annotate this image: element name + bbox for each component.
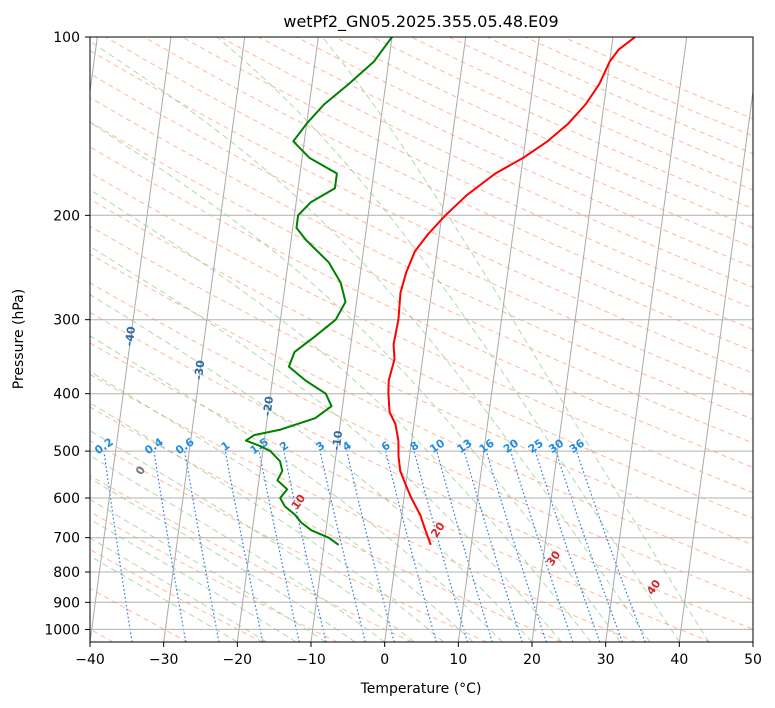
moist-adiabat-line xyxy=(90,455,385,642)
x-tick-label: 50 xyxy=(744,652,762,668)
mixing-ratio-line xyxy=(385,450,437,642)
mixing-ratio-line xyxy=(224,450,264,642)
y-tick-label: 900 xyxy=(53,595,80,611)
dry-adiabat-line xyxy=(448,37,753,173)
x-tick-label: 0 xyxy=(380,652,389,668)
mixing-ratio-line xyxy=(319,450,366,642)
dry-adiabat-line xyxy=(90,373,637,642)
x-tick-label: 30 xyxy=(597,652,615,668)
dry-adiabat-line xyxy=(90,49,753,374)
y-tick-label: 200 xyxy=(53,208,80,224)
mixing-ratio-line xyxy=(436,450,493,642)
x-tick-label: −20 xyxy=(223,652,253,668)
moist-adiabat-line xyxy=(90,121,621,642)
x-tick-label: 10 xyxy=(449,652,467,668)
mixing-ratio-line xyxy=(463,450,523,642)
isotherm-label: -40 xyxy=(123,325,139,347)
dry-adiabat-line xyxy=(90,511,338,642)
y-tick-label: 700 xyxy=(53,531,80,547)
mixing-ratio-line xyxy=(485,450,547,642)
x-tick-label: −40 xyxy=(75,652,105,668)
moist-adiabat-line xyxy=(90,245,562,642)
dry-adiabat-line xyxy=(219,37,753,289)
dry-adiabat-line xyxy=(410,37,753,191)
dry-adiabat-line xyxy=(258,37,753,268)
chart-title: wetPf2_GN05.2025.355.05.48.E09 xyxy=(283,12,558,32)
dry-adiabat-line xyxy=(90,342,711,642)
isotherm-line xyxy=(236,37,319,642)
y-tick-label: 100 xyxy=(53,30,80,46)
moist-adiabat-line xyxy=(90,370,474,642)
dry-adiabat-line xyxy=(90,73,753,397)
dry-adiabat-line xyxy=(90,311,753,630)
mixing-ratio-line xyxy=(283,450,327,642)
x-tick-label: 20 xyxy=(523,652,541,668)
x-tick-label: −10 xyxy=(296,652,326,668)
dewpoint-profile-line xyxy=(244,37,393,546)
y-axis-title: Pressure (hPa) xyxy=(11,289,27,389)
y-tick-label: 300 xyxy=(53,313,80,329)
mixing-ratio-line xyxy=(555,450,623,642)
dry-adiabat-line xyxy=(334,37,753,229)
mixing-ratio-line xyxy=(534,450,601,642)
moist-adiabat-line xyxy=(90,189,592,642)
isotherm-line xyxy=(678,87,753,642)
y-tick-label: 600 xyxy=(53,491,80,507)
isotherm-line xyxy=(605,37,688,642)
isotherm-line xyxy=(90,37,172,642)
isotherm-label: -20 xyxy=(261,395,277,417)
isotherm-label: -30 xyxy=(192,359,208,381)
y-tick-label: 400 xyxy=(53,387,80,403)
x-tick-label: 40 xyxy=(670,652,688,668)
moist-adiabat-line xyxy=(90,537,268,642)
moist-adiabat-line xyxy=(90,518,297,642)
isotherm-line xyxy=(457,37,540,642)
x-tick-label: −30 xyxy=(149,652,179,668)
moist-adiabat-line xyxy=(90,335,503,642)
dry-adiabat-line xyxy=(90,96,753,420)
axes: −40 −30 −20 −10 0 10 20 30 40 50 100 200 300 400 500 60… xyxy=(44,30,762,668)
dry-adiabat-line xyxy=(105,37,753,352)
mixing-ratio-line xyxy=(258,450,300,642)
mixing-ratio-line xyxy=(575,450,646,642)
mixing-ratio-line xyxy=(509,450,574,642)
isotherm-line xyxy=(384,37,467,642)
isotherm-line xyxy=(531,37,614,642)
temperature-profile-line xyxy=(387,37,636,546)
moist-adiabat-line xyxy=(216,37,680,642)
dry-adiabat-line xyxy=(90,172,753,494)
y-tick-label: 1000 xyxy=(44,622,80,638)
y-tick-label: 800 xyxy=(53,565,80,581)
plot-area: -100-90-80-70-60-50-40-30-20-100.10.20.4… xyxy=(90,37,753,642)
dry-adiabat-line xyxy=(143,37,753,330)
moist-adiabat-line xyxy=(90,402,444,642)
isotherm-line xyxy=(310,37,393,642)
isotherm-label: -10 xyxy=(330,429,346,451)
dry-adiabat-line xyxy=(90,475,413,642)
plot-frame xyxy=(89,36,754,643)
moist-adiabat-line xyxy=(90,40,651,642)
moist-adiabat-line xyxy=(322,37,710,642)
isotherm-line xyxy=(163,37,246,642)
moist-adiabat-line xyxy=(90,294,533,642)
moist-adiabat-line xyxy=(90,477,356,642)
y-tick-label: 500 xyxy=(53,444,80,460)
mixing-ratio-line xyxy=(413,450,469,642)
x-axis-title: Temperature (°C) xyxy=(360,681,482,697)
moist-adiabat-line xyxy=(90,555,238,642)
